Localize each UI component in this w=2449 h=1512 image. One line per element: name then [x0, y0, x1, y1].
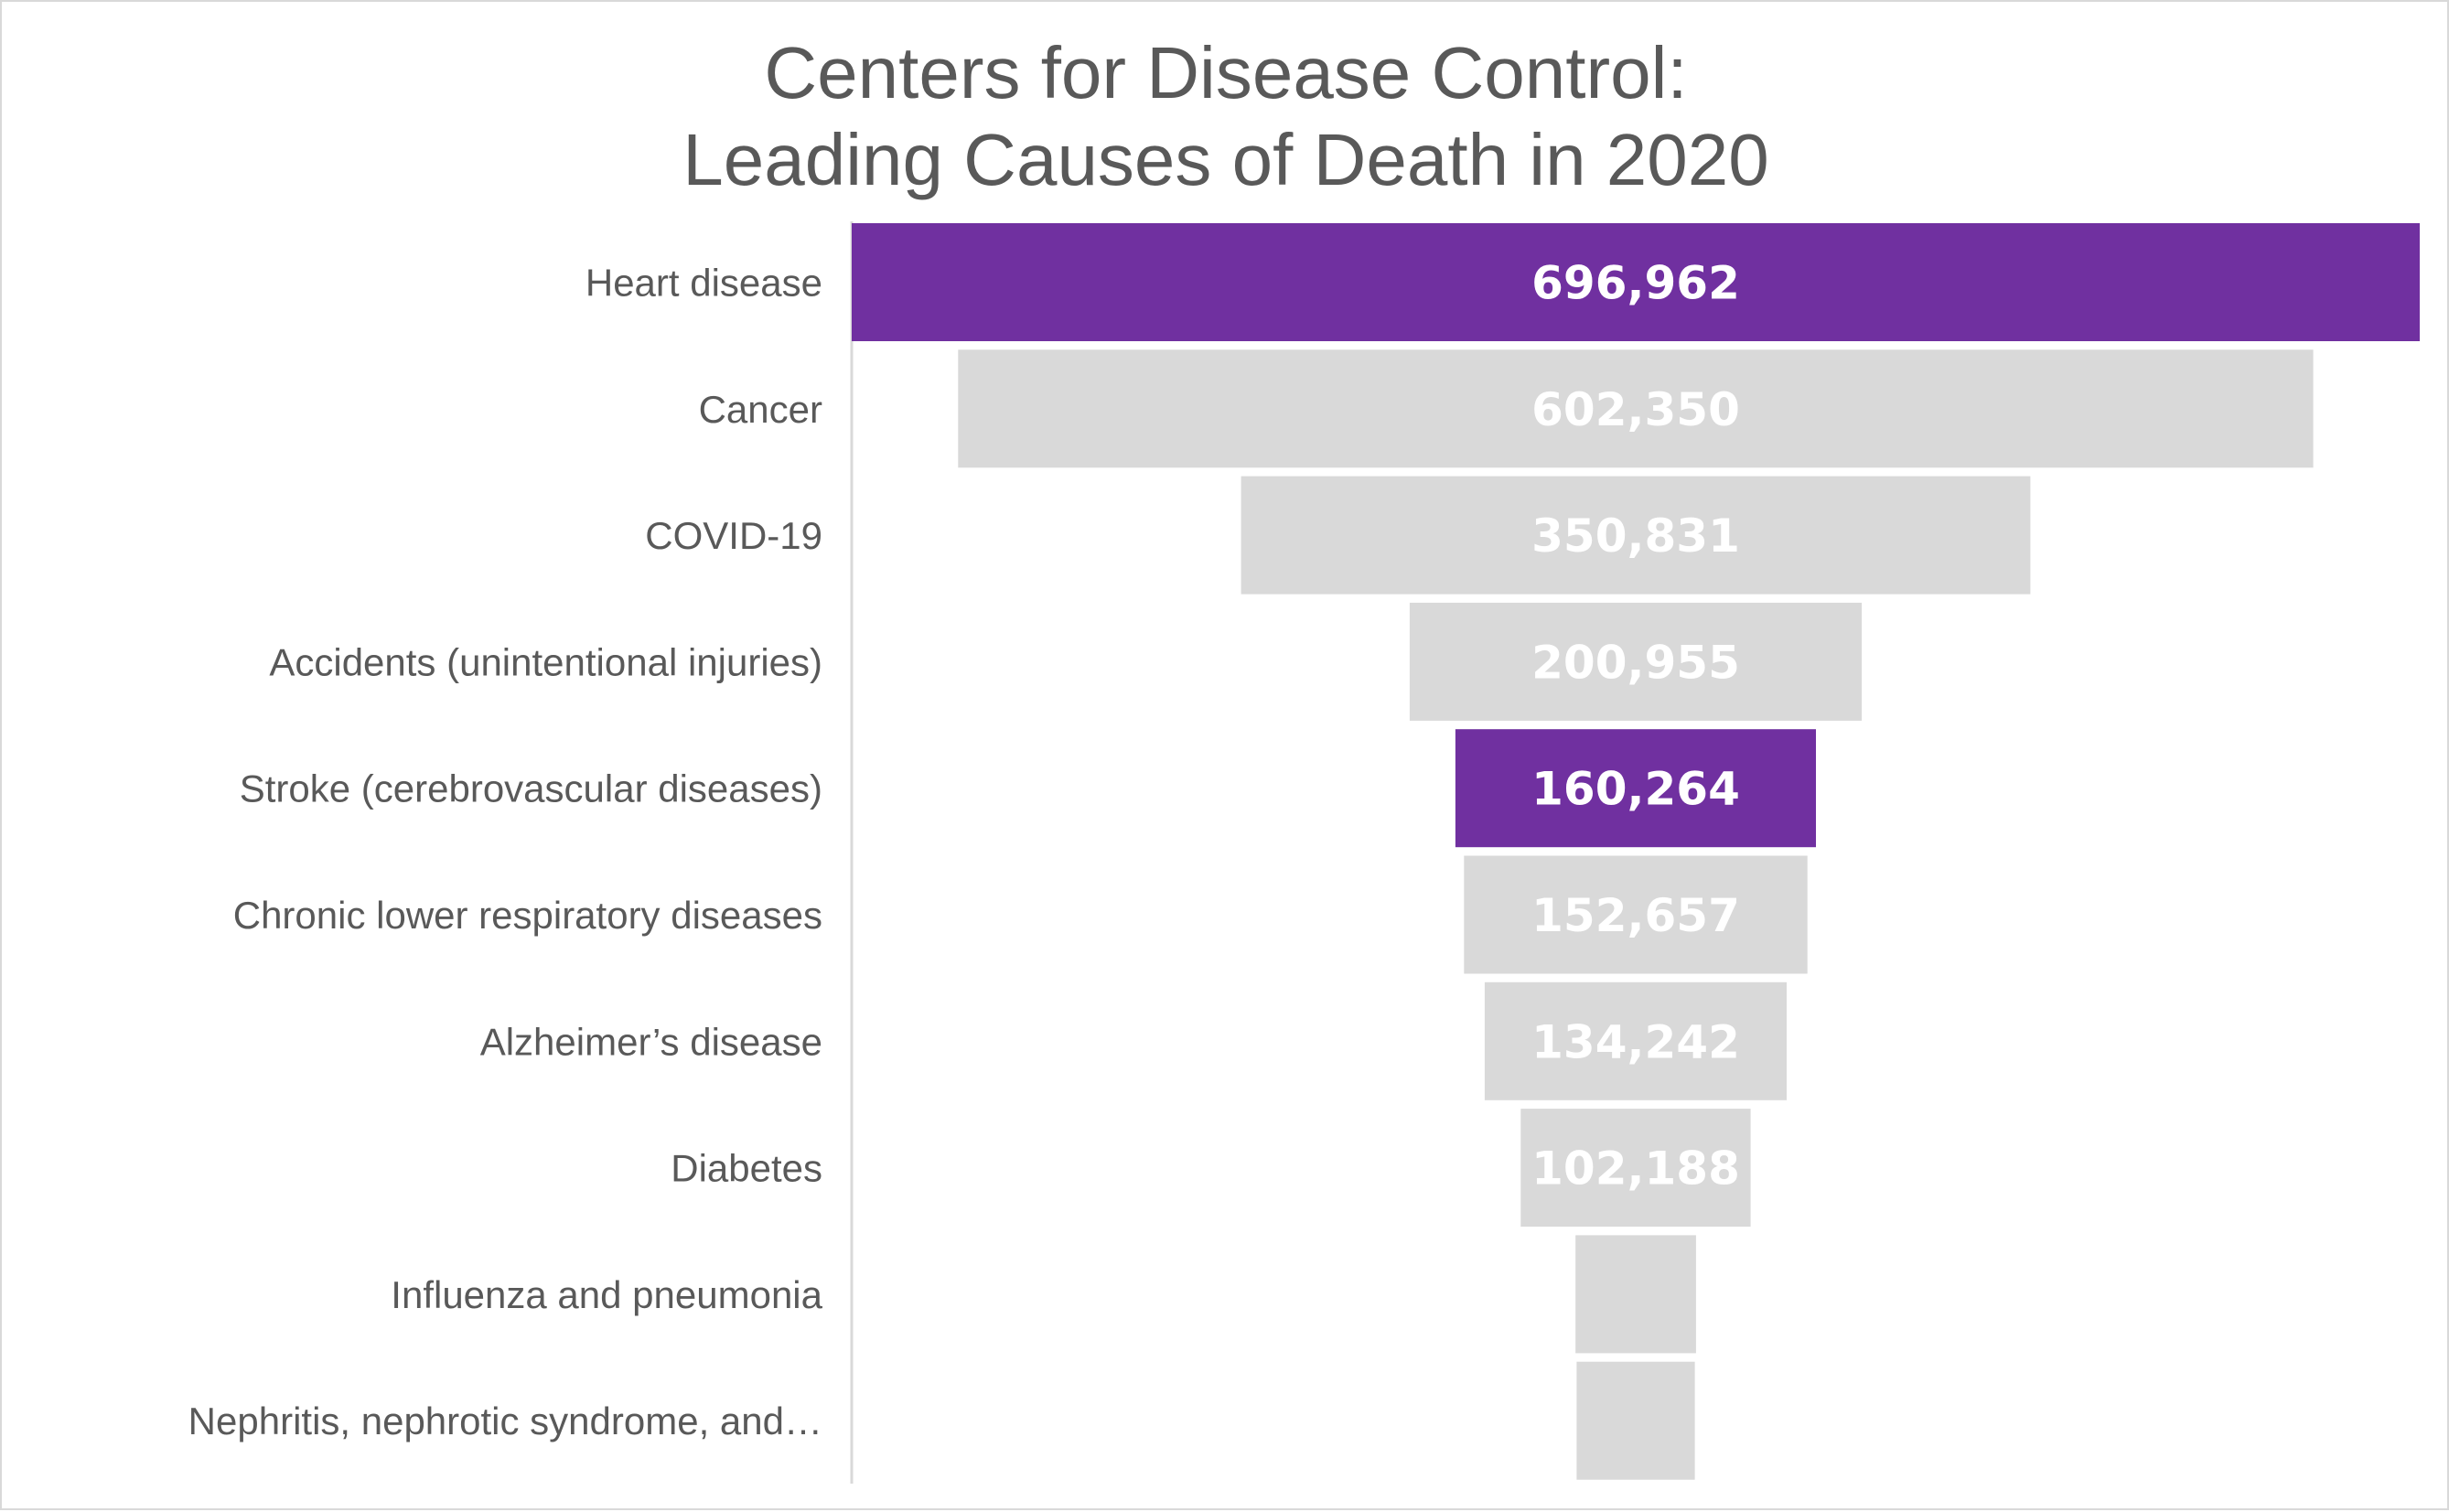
data-label: 160,264 — [1531, 763, 1740, 816]
funnel-bar — [958, 349, 2314, 468]
funnel-bar — [1241, 476, 2031, 595]
funnel-bar — [1576, 1361, 1695, 1480]
category-label: Accidents (unintentional injuries) — [269, 640, 822, 683]
funnel-bar — [1575, 1235, 1696, 1354]
category-label: Alzheimer’s disease — [480, 1020, 822, 1063]
category-label: Nephritis, nephrotic syndrome, and… — [188, 1399, 822, 1442]
data-label: 602,350 — [1531, 383, 1740, 436]
category-label: Heart disease — [585, 262, 822, 305]
funnel-bar — [1520, 1109, 1751, 1228]
data-label: 134,242 — [1531, 1015, 1740, 1068]
data-label: 200,955 — [1531, 636, 1740, 689]
funnel-bar — [1484, 981, 1787, 1100]
data-label: 102,188 — [1531, 1142, 1740, 1196]
chart-subtitle: Leading Causes of Death in 2020 — [682, 119, 1769, 200]
funnel-bar — [852, 223, 2420, 341]
data-label: 152,657 — [1531, 889, 1740, 942]
funnel-bar — [1464, 855, 1808, 974]
data-label: 350,831 — [1531, 509, 1740, 563]
chart-title: Centers for Disease Control: — [764, 32, 1687, 113]
bars-layer — [852, 223, 2420, 1480]
funnel-bar — [1455, 729, 1816, 848]
category-label: Diabetes — [671, 1147, 822, 1190]
category-label: Cancer — [699, 388, 822, 431]
category-labels-layer: Heart disease Cancer COVID-19 Accidents (un… — [188, 262, 823, 1443]
category-label: COVID-19 — [645, 514, 822, 557]
category-label: Chronic lower respiratory diseases — [233, 894, 822, 937]
category-label: Stroke (cerebrovascular diseases) — [240, 767, 822, 810]
value-labels-layer: 696,962 602,350 350,831 200,955 160,264 152,6… — [1531, 257, 1740, 1196]
category-label: Influenza and pneumonia — [391, 1273, 822, 1316]
funnel-bar — [1409, 602, 1863, 721]
data-label: 696,962 — [1531, 257, 1740, 310]
